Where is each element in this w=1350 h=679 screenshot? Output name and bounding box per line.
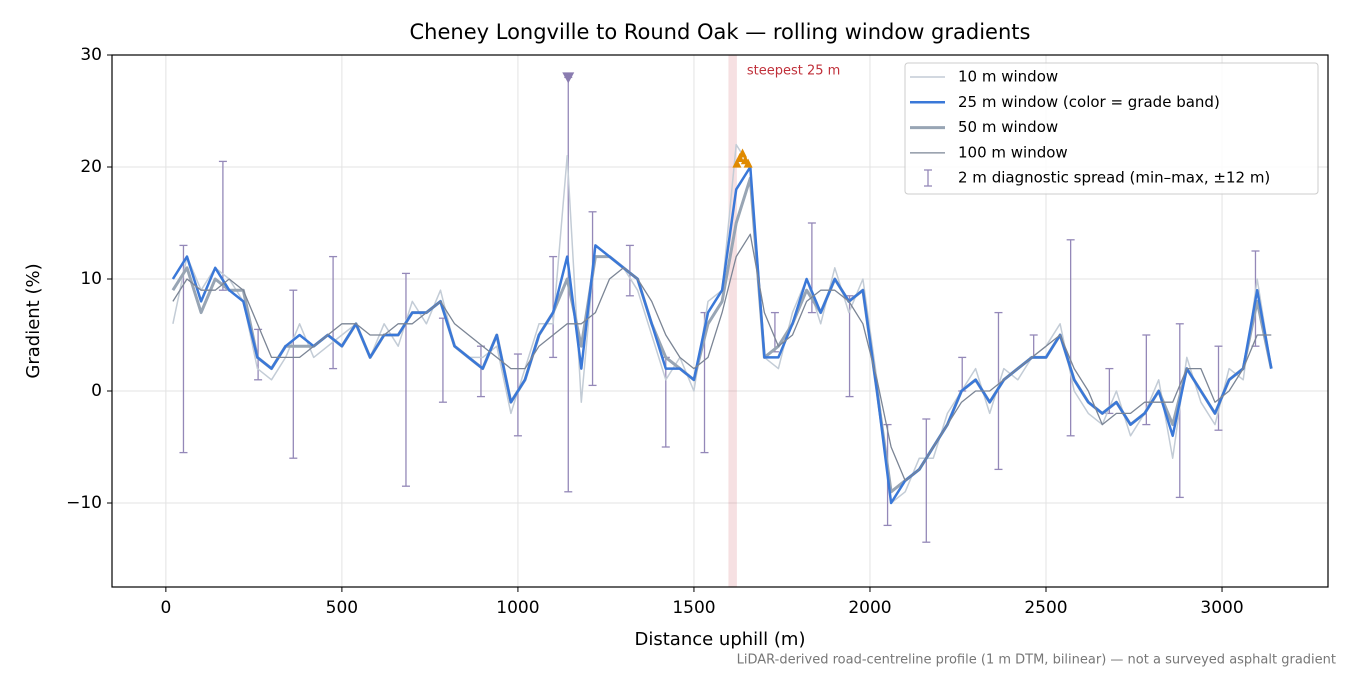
y-tick-label: 10: [80, 269, 102, 289]
y-tick-label: 0: [91, 381, 102, 401]
steepest-point: [732, 158, 742, 168]
plot-frame: [111, 54, 1329, 588]
x-tick-label: 1500: [672, 598, 715, 618]
error-bar: [1066, 239, 1075, 437]
error-bar: [513, 353, 522, 437]
error-bar: [549, 255, 558, 359]
peak-marker: [562, 72, 575, 84]
error-bar: [922, 418, 931, 543]
error-bar: [588, 211, 597, 387]
error-bar: [218, 160, 227, 291]
legend-box: [904, 62, 1319, 195]
x-tick-label: 2500: [1024, 598, 1067, 618]
error-bar: [289, 289, 298, 459]
footnote: LiDAR-derived road-centreline profile (1…: [737, 653, 1336, 668]
x-tick-label: 1000: [496, 598, 539, 618]
chart-title: Cheney Longville to Round Oak — rolling …: [410, 20, 1031, 44]
x-axis-label: Distance uphill (m): [635, 629, 806, 650]
error-bar: [401, 272, 410, 487]
error-bar: [1214, 345, 1223, 431]
legend-label: 10 m window: [958, 68, 1058, 86]
legend-label: 100 m window: [958, 143, 1068, 161]
steepest-point: [743, 158, 753, 168]
error-bar: [329, 255, 338, 370]
error-bar: [179, 244, 188, 454]
x-tick-label: 3000: [1200, 598, 1243, 618]
legend-label: 2 m diagnostic spread (min–max, ±12 m): [958, 169, 1270, 187]
legend-label: 25 m window (color = grade band): [958, 93, 1220, 111]
steepest-label: steepest 25 m: [747, 64, 840, 79]
x-tick-label: 2000: [848, 598, 891, 618]
y-tick-label: 30: [80, 45, 102, 65]
legend-label: 50 m window: [958, 118, 1058, 136]
y-tick-label: 20: [80, 157, 102, 177]
x-tick-label: 500: [326, 598, 358, 618]
y-tick-label: −10: [66, 493, 102, 513]
steepest-span: [728, 55, 737, 587]
steepest-point: [738, 148, 748, 158]
error-bar: [625, 244, 634, 297]
series-line: [172, 233, 1272, 482]
x-tick-label: 0: [160, 598, 171, 618]
y-axis-label: Gradient (%): [23, 263, 44, 378]
